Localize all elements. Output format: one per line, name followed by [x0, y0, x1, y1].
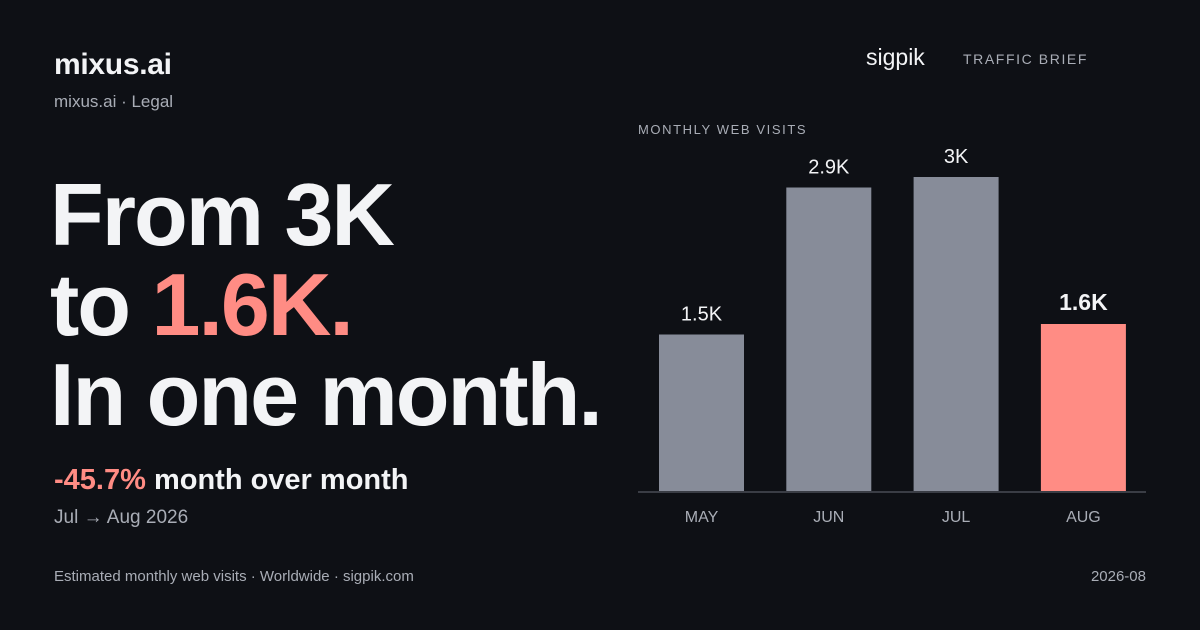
value-label-jul: 3K [944, 146, 969, 168]
headline: From 3K to 1.6K. In one month. [50, 165, 603, 444]
site-name: mixus.ai [54, 48, 172, 81]
value-label-may: 1.5K [681, 304, 723, 326]
category-label-aug: AUG [1066, 509, 1101, 526]
brief-label: TRAFFIC BRIEF [963, 51, 1089, 67]
footer-date: 2026-08 [1090, 568, 1146, 585]
site-subtitle: mixus.ai · Legal [54, 92, 174, 111]
bar-jun [786, 187, 872, 492]
period-label: Jul → Aug 2026 [54, 507, 189, 528]
footer-source: Estimated monthly web visits · Worldwide… [54, 568, 414, 585]
headline-line-3: In one month. [50, 345, 603, 444]
bar-may [659, 334, 744, 492]
category-label-jul: JUL [942, 509, 971, 526]
category-label-may: MAY [685, 509, 719, 526]
headline-line-2: to 1.6K. [50, 260, 601, 350]
change-text: month over month [145, 464, 409, 496]
change-percent: -45.7% [54, 464, 146, 496]
bar-jul [913, 177, 999, 492]
bar-aug [1040, 324, 1126, 492]
value-label-jun: 2.9K [808, 157, 850, 179]
headline-line-1: From 3K [50, 165, 395, 264]
chart-title: MONTHLY WEB VISITS [638, 122, 808, 137]
brand-logo: sigpik [866, 44, 925, 70]
value-label-aug: 1.6K [1059, 289, 1108, 315]
headline-line-2-prefix: to [50, 255, 152, 354]
headline-accent-value: 1.6K. [151, 255, 354, 354]
category-label-jun: JUN [813, 509, 844, 526]
change-summary: -45.7% month over month [54, 464, 409, 497]
